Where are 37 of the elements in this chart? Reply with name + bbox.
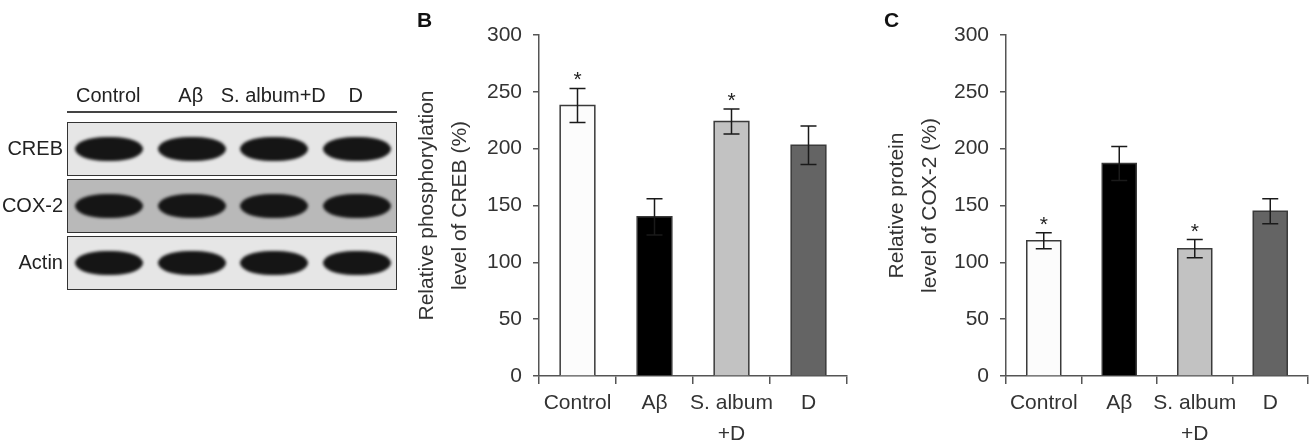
y-axis-title: Relative phosphorylation level of CREB (%) <box>414 90 470 321</box>
x-tick-label: Aβ <box>641 389 668 413</box>
y-tick-label: 50 <box>965 305 989 329</box>
x-tick-label: Aβ <box>1106 389 1133 413</box>
y-tick-label: 200 <box>486 135 522 159</box>
y-tick-label: 100 <box>953 249 989 273</box>
text: CREB <box>7 136 63 160</box>
y-tick-label: 150 <box>486 192 522 216</box>
y-tick-label: 0 <box>510 362 522 386</box>
x-tick-label: S. album +D <box>690 389 773 444</box>
x-tick-label: S. album +D <box>1153 389 1237 444</box>
data-label: * <box>1039 211 1048 235</box>
category-label: S. album+D <box>220 83 326 107</box>
data-label: * <box>727 87 736 111</box>
category-label: D <box>348 83 363 107</box>
y-axis-title: Relative protein level of COX-2 (%) <box>884 117 940 294</box>
chart-title: C <box>884 8 900 32</box>
x-tick-label: D <box>800 389 817 413</box>
text: COX-2 <box>1 193 63 217</box>
x-tick-label: Control <box>543 389 612 413</box>
y-tick-label: 300 <box>486 21 522 45</box>
chart-title: B <box>417 8 433 32</box>
y-tick-label: 0 <box>977 362 989 386</box>
data-label: * <box>573 67 582 91</box>
x-tick-label: D <box>1262 389 1278 413</box>
category-label: Control <box>76 83 141 107</box>
y-tick-label: 200 <box>953 135 989 159</box>
y-tick-label: 250 <box>953 78 989 102</box>
category-label: Aβ <box>178 83 204 107</box>
x-tick-label: Control <box>1009 389 1078 413</box>
y-tick-label: 150 <box>953 192 989 216</box>
y-tick-label: 100 <box>486 249 522 273</box>
y-tick-label: 50 <box>498 305 522 329</box>
text: Actin <box>18 250 63 274</box>
y-tick-label: 300 <box>953 21 989 45</box>
data-label: * <box>1190 218 1199 242</box>
y-tick-label: 250 <box>486 78 522 102</box>
